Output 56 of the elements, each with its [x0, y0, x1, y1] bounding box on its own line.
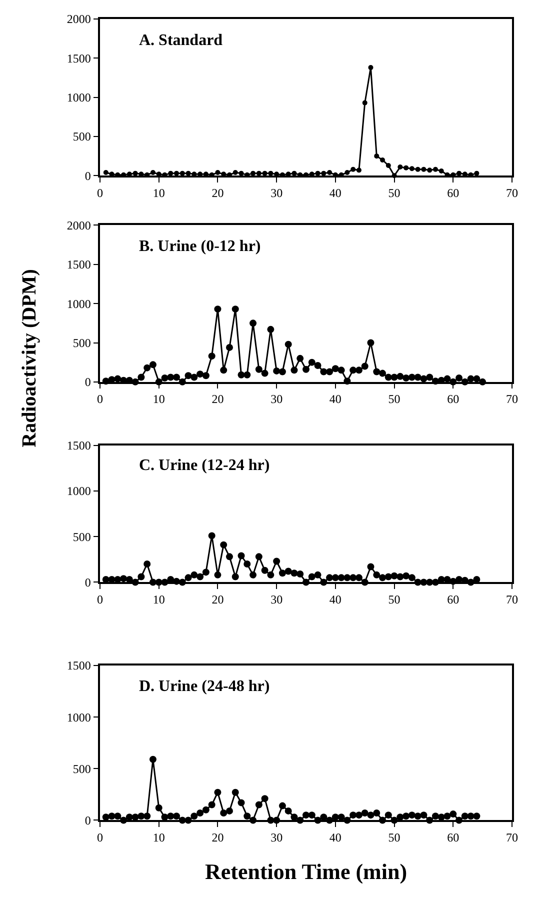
x-tick-label: 50	[388, 830, 400, 844]
x-tick-label: 20	[212, 592, 224, 606]
y-tick-label: 1000	[66, 296, 91, 311]
x-tick-label: 50	[388, 392, 400, 406]
x-axis-title: Retention Time (min)	[205, 859, 408, 884]
x-tick-label: 10	[152, 392, 165, 406]
x-tick-label: 20	[212, 830, 224, 844]
y-axis-title: Radioactivity (DPM)	[18, 269, 41, 448]
y-tick-label: 1500	[66, 51, 91, 66]
x-tick-label: 0	[97, 186, 103, 200]
x-tick-label: 10	[152, 592, 165, 606]
x-tick-label: 30	[270, 392, 283, 406]
x-tick-label: 10	[152, 186, 165, 200]
y-tick-label: 1500	[66, 258, 91, 272]
text: C. Urine (12-24 hr)	[139, 457, 270, 474]
x-tick-label: 40	[329, 186, 342, 200]
y-tick-label: 1000	[66, 710, 91, 724]
x-tick-label: 60	[447, 186, 460, 200]
x-tick-label: 70	[506, 392, 518, 406]
x-tick-label: 40	[329, 392, 342, 406]
x-tick-label: 40	[329, 830, 342, 844]
x-tick-label: 50	[388, 592, 400, 606]
x-tick-label: 30	[270, 830, 283, 844]
y-tick-label: 500	[72, 530, 91, 544]
x-tick-label: 10	[152, 830, 165, 844]
y-tick-label: 1500	[66, 438, 91, 453]
x-tick-label: 60	[447, 830, 460, 844]
y-tick-label: 0	[84, 575, 91, 590]
x-tick-label: 0	[97, 392, 103, 406]
y-tick-label: 2000	[66, 12, 91, 26]
y-tick-label: 500	[72, 762, 91, 776]
x-tick-label: 20	[212, 392, 224, 406]
x-tick-label: 0	[97, 592, 103, 606]
x-tick-label: 70	[506, 186, 518, 200]
y-tick-label: 0	[84, 813, 91, 828]
x-tick-label: 40	[329, 592, 342, 606]
x-tick-label: 70	[506, 830, 518, 844]
x-tick-label: 30	[270, 592, 283, 606]
text: A. Standard	[139, 32, 223, 49]
y-tick-label: 500	[72, 130, 91, 144]
y-tick-label: 1000	[66, 484, 91, 498]
y-tick-label: 2000	[66, 218, 91, 232]
y-tick-label: 1000	[66, 90, 91, 105]
y-tick-label: 1500	[66, 658, 91, 673]
text: B. Urine (0-12 hr)	[139, 238, 261, 255]
x-tick-label: 70	[506, 592, 518, 606]
y-tick-label: 0	[84, 168, 91, 183]
x-tick-label: 50	[388, 186, 400, 200]
text: D. Urine (24-48 hr)	[139, 678, 270, 695]
x-tick-label: 60	[447, 392, 460, 406]
x-tick-label: 30	[270, 186, 283, 200]
y-tick-label: 500	[72, 336, 91, 350]
y-tick-label: 0	[84, 375, 91, 390]
x-tick-label: 0	[97, 830, 103, 844]
x-tick-label: 20	[212, 186, 224, 200]
x-tick-label: 60	[447, 592, 460, 606]
